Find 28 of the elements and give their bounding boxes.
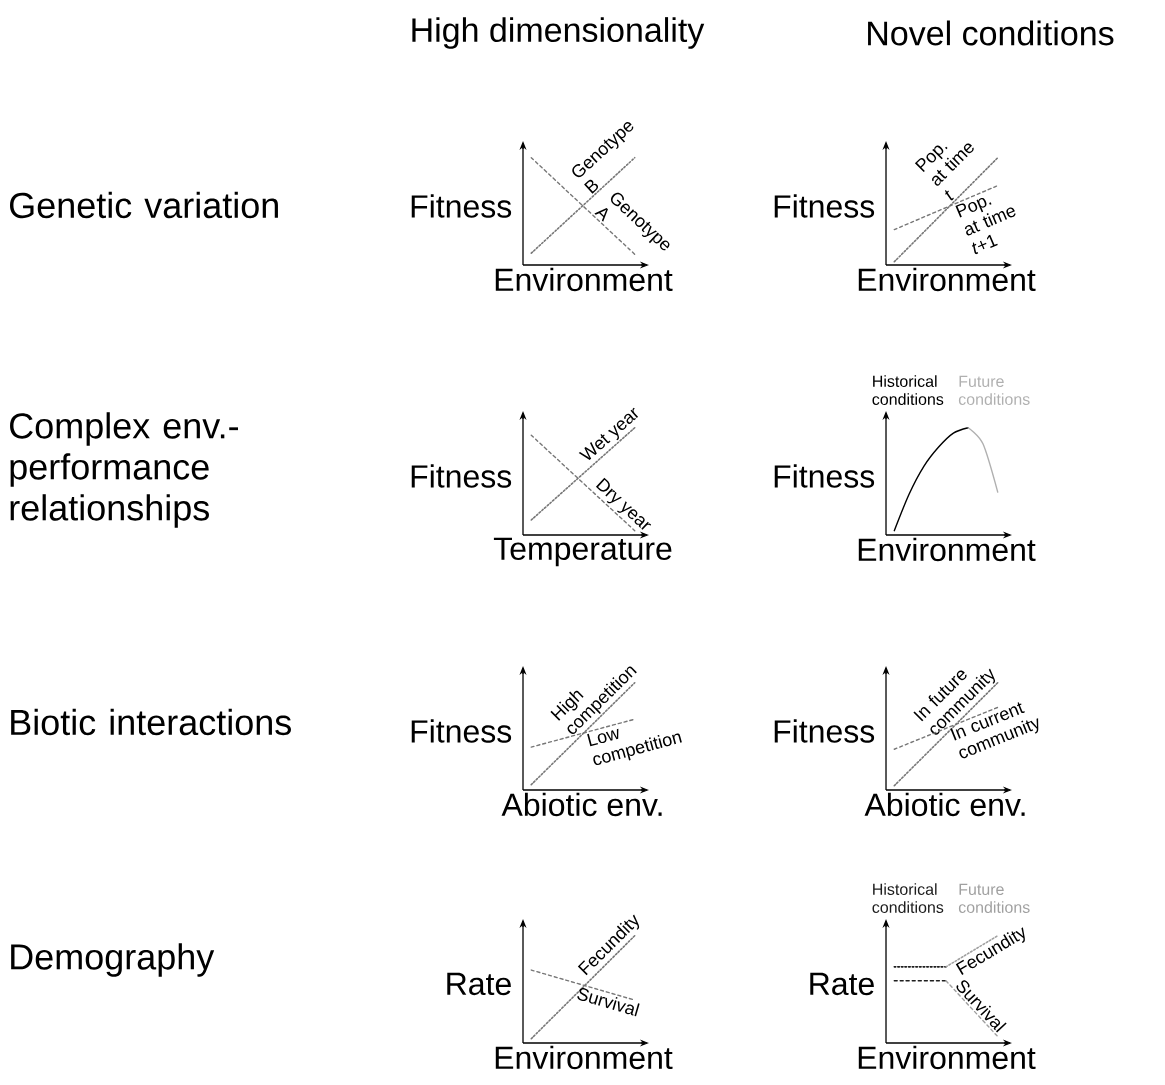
text: Novel conditions bbox=[868, 20, 1114, 46]
y-axis-title: Fitness bbox=[411, 464, 512, 488]
x-axis-title: Abiotic env. bbox=[501, 792, 662, 817]
x-axis-title: Temperature bbox=[493, 537, 672, 567]
y-axis-title: Fitness bbox=[411, 194, 512, 218]
text: Future conditions bbox=[958, 883, 1030, 913]
text: High dimensionality bbox=[412, 17, 705, 49]
x-axis-title: Environment bbox=[858, 267, 1036, 292]
text: Historical conditions bbox=[872, 883, 944, 913]
x-axis-title: Environment bbox=[858, 1045, 1036, 1070]
text: Dry year bbox=[595, 477, 652, 530]
y-axis-title: Fitness bbox=[411, 719, 512, 743]
y-axis-title: Fitness bbox=[774, 194, 875, 218]
x-axis-title: Environment bbox=[495, 1045, 673, 1070]
text: Historical conditions bbox=[872, 375, 944, 405]
text: Demography bbox=[11, 943, 215, 977]
y-axis-title: Fitness bbox=[774, 719, 875, 743]
text: Genetic variation bbox=[10, 191, 278, 219]
text: Survival bbox=[577, 988, 640, 1017]
x-axis-title: Environment bbox=[858, 537, 1036, 562]
y-axis-title: Rate bbox=[810, 972, 874, 996]
y-axis-title: Rate bbox=[447, 972, 511, 996]
text: Biotic interactions bbox=[11, 708, 291, 736]
x-axis-title: Environment bbox=[495, 267, 673, 292]
x-axis-title: Abiotic env. bbox=[864, 792, 1025, 817]
text: Future conditions bbox=[958, 375, 1030, 405]
y-axis-title: Fitness bbox=[774, 464, 875, 488]
text: Complex env.-performance relationships bbox=[10, 412, 238, 528]
